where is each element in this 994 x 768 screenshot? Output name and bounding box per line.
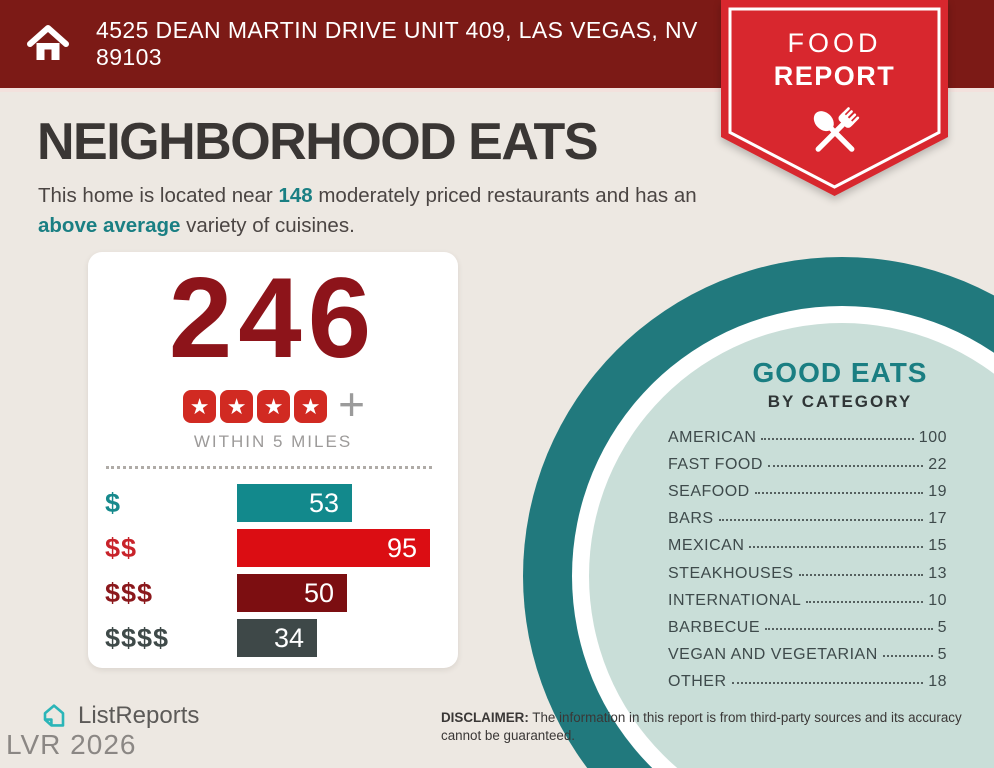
category-list: AMERICAN 100 FAST FOOD 22 SEAFOOD 19 BARS 17 MEX… [668,429,947,691]
category-label: BARS [668,510,714,528]
price-tier-label: $$$ [105,577,154,608]
category-count: 13 [928,564,947,582]
category-row: FAST FOOD 22 [668,456,947,474]
category-label: INTERNATIONAL [668,591,802,609]
dotted-leader [767,465,924,468]
category-label: SEAFOOD [668,483,750,501]
category-row: STEAKHOUSES 13 [668,565,947,583]
category-count: 5 [937,618,947,636]
badge-inner-border [728,7,941,189]
category-count: 10 [928,591,947,609]
intro-segment-2: moderately priced restaurants and has an [312,184,697,207]
plus-sign: + [338,377,365,430]
dotted-leader [718,519,924,522]
header-bottom-edge [0,88,994,92]
home-icon [27,25,69,60]
category-label: FAST FOOD [668,456,763,474]
price-tier-label: $$ [105,532,138,563]
badge-shape: FOOD REPORT [721,0,948,196]
listreports-brand: ListReports [38,700,199,732]
dotted-leader [761,438,914,440]
star-icon: ★ [257,389,291,423]
good-eats-subtitle: BY CATEGORY [767,392,913,411]
address-line-1: 4525 DEAN MARTIN DRIVE UNIT 409, LAS VEG… [96,17,698,43]
star-icon: ★ [294,389,328,423]
badge-title-food: FOOD [787,28,882,58]
category-row: AMERICAN 100 [668,429,947,447]
rating-stars: ★ ★ ★ ★ + [88,377,458,430]
spoon-fork-icon [813,107,859,152]
star-icon: ★ [220,389,254,423]
dotted-leader [749,546,924,549]
food-report-badge: FOOD REPORT [721,0,948,196]
category-row: BARBECUE 5 [668,619,947,637]
category-count: 5 [937,645,947,663]
price-tier-row: $$$ 50 [105,574,458,612]
total-restaurants: 246 [168,255,378,382]
category-row: SEAFOOD 19 [668,483,947,501]
price-tier-row: $$ 95 [105,529,458,567]
category-count: 15 [928,537,947,555]
price-tier-label: $$$$ [105,622,170,653]
category-count: 100 [918,429,947,446]
summary-card: 246 ★ ★ ★ ★ + WITHIN 5 MILES $53 $$ 95 $$$ 50 $$$… [88,252,458,668]
price-tier-bar: 50 [237,574,347,612]
variety-highlight: above average [38,214,181,237]
category-row: OTHER 18 [668,673,947,691]
category-row: MEXICAN 15 [668,537,947,555]
category-row: BARS 17 [668,510,947,528]
good-eats-header: GOOD EATS BY CATEGORY [640,357,994,412]
disclaimer-text: DISCLAIMER: The information in this repo… [441,709,976,744]
price-tier-bar: 34 [237,619,317,657]
dotted-leader [765,627,933,630]
price-tier-label: $ [105,487,122,518]
star-icon: ★ [183,389,217,423]
price-bar-chart: $53 $$ 95 $$$ 50 $$$$ 34 [105,484,458,657]
listreports-logo-icon [43,704,65,727]
dotted-leader [731,681,924,684]
intro-segment-3: variety of cuisines. [180,214,355,237]
dotted-leader [882,654,933,657]
category-label: VEGAN AND VEGETARIAN [668,645,878,663]
badge-content: FOOD REPORT [721,0,948,196]
intro-segment-1: This home is located near [38,184,279,207]
listreports-wordmark: ListReports [78,702,200,729]
category-label: AMERICAN [668,429,757,446]
price-tier-row: $53 [105,484,458,522]
intro-text: This home is located near 148 moderately… [38,181,710,241]
category-label: STEAKHOUSES [668,564,794,582]
category-count: 18 [928,672,947,690]
page-title: NEIGHBORHOOD EATS [37,113,599,171]
category-row: VEGAN AND VEGETARIAN 5 [668,646,947,664]
price-tier-bar: 53 [237,484,352,522]
address-line-2: 89103 [96,44,162,70]
category-count: 19 [928,483,947,501]
category-count: 22 [928,456,947,474]
lvr-watermark: LVR 2026 [6,729,137,760]
category-label: BARBECUE [668,618,761,636]
dotted-leader [798,573,924,576]
category-count: 17 [928,510,947,528]
property-address: 4525 DEAN MARTIN DRIVE UNIT 409, LAS VEG… [96,17,698,71]
category-row: INTERNATIONAL 10 [668,592,947,610]
good-eats-title: GOOD EATS [752,357,928,388]
dotted-leader [806,600,924,603]
restaurant-count: 148 [278,184,313,207]
disclaimer-label: DISCLAIMER: [441,710,529,725]
disclaimer-body: The information in this report is from t… [441,710,962,743]
category-label: MEXICAN [668,537,745,555]
dotted-divider [106,466,432,469]
radius-caption: WITHIN 5 MILES [193,432,353,451]
price-tier-row: $$$$ 34 [105,619,458,657]
dotted-leader [754,492,924,495]
category-label: OTHER [668,672,727,690]
badge-title-report: REPORT [773,61,896,91]
price-tier-bar: 95 [237,529,430,567]
